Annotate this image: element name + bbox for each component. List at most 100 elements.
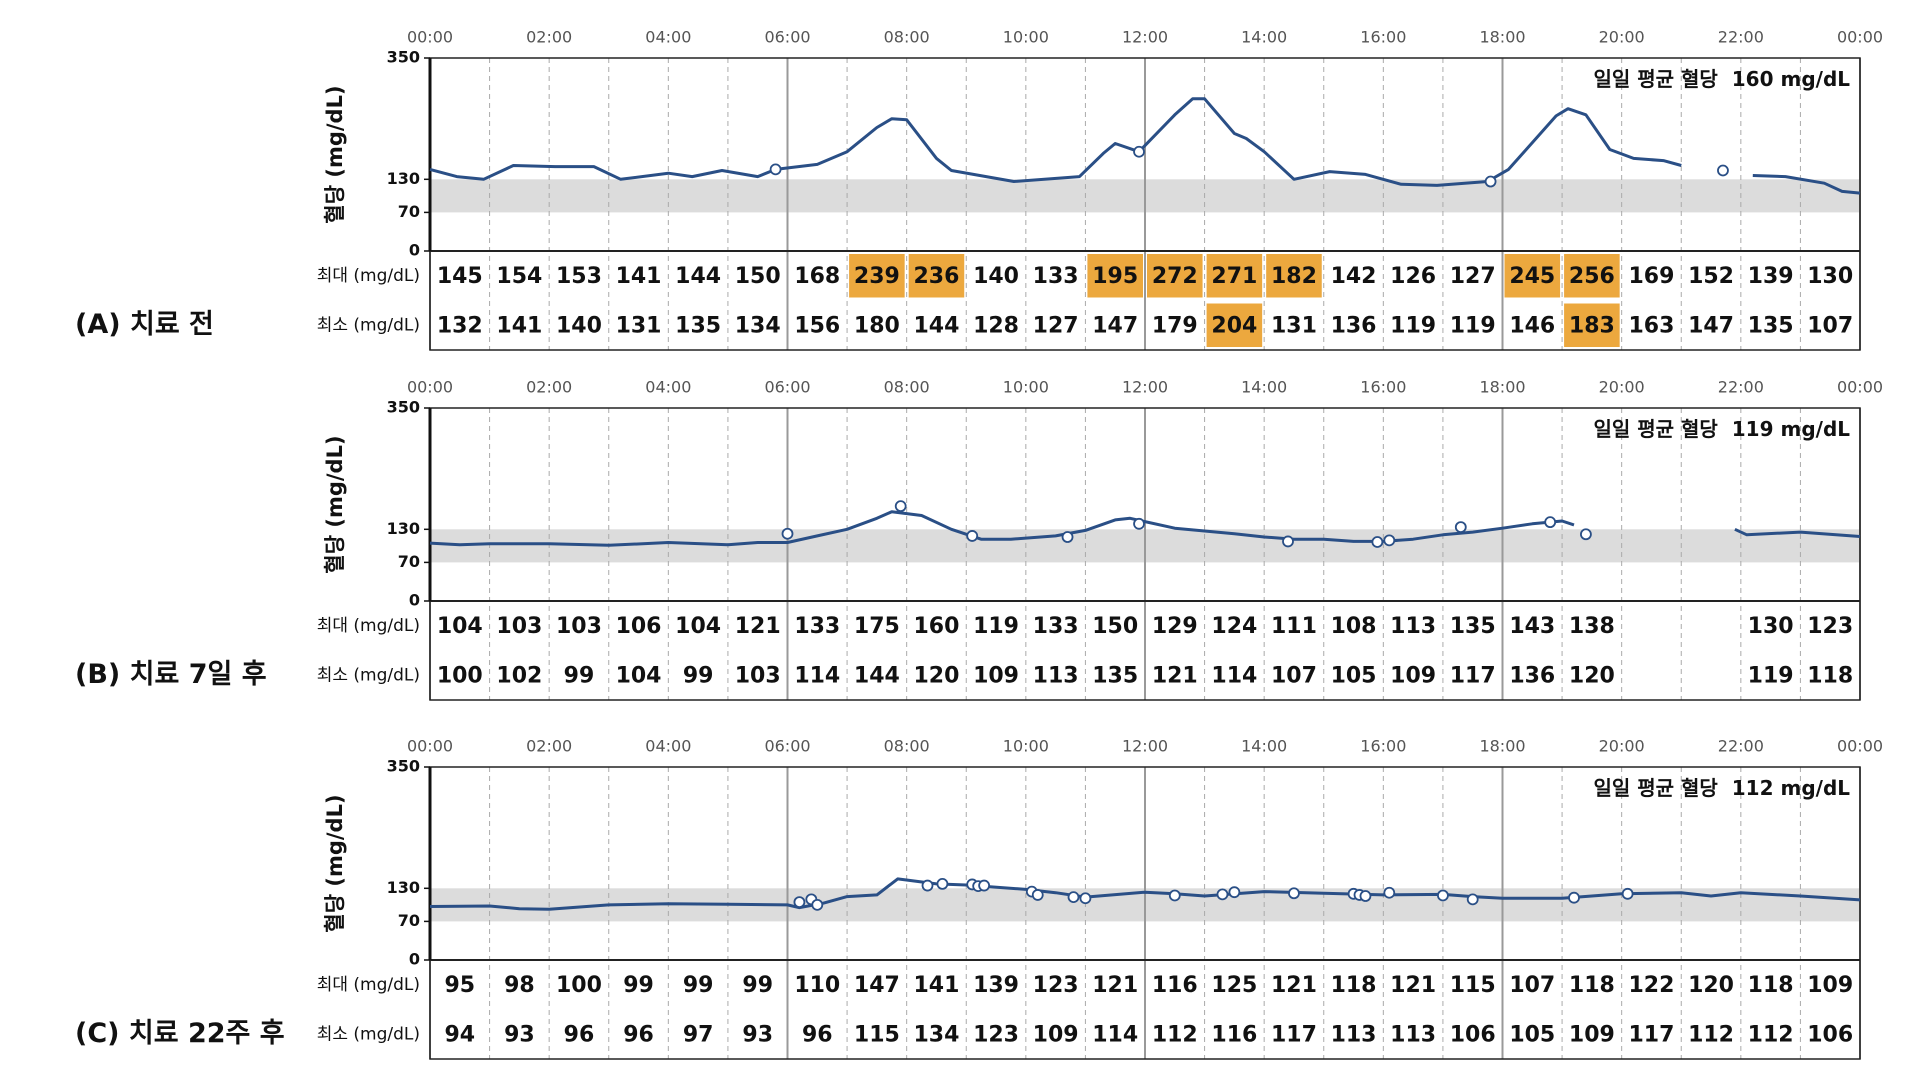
- x-tick-label: 02:00: [526, 737, 572, 756]
- table-cell: 133: [1033, 614, 1079, 639]
- y-axis-label: 혈당 (mg/dL): [323, 794, 347, 932]
- reading-point: [781, 527, 794, 540]
- table-cell: 144: [854, 663, 900, 688]
- table-cell: 107: [1271, 663, 1317, 688]
- table-cell: 195: [1092, 264, 1138, 289]
- table-cell: 114: [1092, 1022, 1138, 1047]
- table-cell: 115: [1450, 973, 1496, 998]
- x-tick-label: 22:00: [1718, 378, 1764, 397]
- table-cell: 106: [1450, 1022, 1496, 1047]
- table-cell: 122: [1628, 973, 1674, 998]
- table-cell: 106: [1807, 1022, 1853, 1047]
- table-cell: 135: [1450, 614, 1496, 639]
- table-cell: 98: [504, 973, 535, 998]
- x-tick-label: 16:00: [1360, 28, 1406, 47]
- x-tick-label: 04:00: [645, 737, 691, 756]
- daily-average: 일일 평균 혈당 112 mg/dL: [1593, 776, 1850, 800]
- reading-point: [1383, 534, 1396, 547]
- reading-point: [1484, 175, 1497, 188]
- table-cell: 139: [1748, 264, 1794, 289]
- table-cell: 145: [437, 264, 483, 289]
- reading-point: [1383, 886, 1396, 899]
- table-cell: 141: [913, 973, 959, 998]
- table-cell: 152: [1688, 264, 1734, 289]
- y-tick-label: 130: [387, 169, 420, 188]
- reading-point: [1580, 528, 1592, 541]
- daily-average: 일일 평균 혈당 119 mg/dL: [1593, 417, 1850, 441]
- table-cell: 124: [1211, 614, 1257, 639]
- table-cell: 103: [496, 614, 542, 639]
- table-cell: 135: [675, 313, 721, 338]
- y-tick-label: 350: [387, 757, 420, 776]
- table-cell: 96: [564, 1022, 595, 1047]
- average-value: 119 mg/dL: [1732, 417, 1850, 441]
- table-cell: 154: [496, 264, 542, 289]
- table-cell: 112: [1152, 1022, 1198, 1047]
- table-cell: 141: [616, 264, 662, 289]
- x-tick-label: 06:00: [764, 28, 810, 47]
- table-cell: 156: [794, 313, 840, 338]
- highlight-cell: [1266, 254, 1322, 298]
- x-tick-label: 20:00: [1599, 378, 1645, 397]
- x-tick-label: 12:00: [1122, 378, 1168, 397]
- reading-point: [936, 878, 949, 890]
- y-tick-label: 350: [387, 398, 420, 417]
- y-tick-label: 70: [398, 202, 420, 221]
- table-cell: 123: [973, 1022, 1019, 1047]
- x-tick-label: 02:00: [526, 378, 572, 397]
- table-cell: 109: [1569, 1022, 1615, 1047]
- table-cell: 109: [1807, 973, 1853, 998]
- row-label: 최대 (mg/dL): [317, 616, 420, 636]
- x-tick-label: 12:00: [1122, 28, 1168, 47]
- x-tick-label: 08:00: [884, 378, 930, 397]
- glucose-line: [429, 510, 1861, 547]
- table-cell: 105: [1509, 1022, 1555, 1047]
- y-axis-label: 혈당 (mg/dL): [323, 435, 347, 573]
- table-cell: 121: [735, 614, 781, 639]
- y-tick-label: 0: [409, 241, 420, 260]
- table-cell: 163: [1628, 313, 1674, 338]
- reading-point: [978, 879, 991, 892]
- table-cell: 99: [742, 973, 773, 998]
- table-cell: 131: [1271, 313, 1317, 338]
- table-cell: 93: [742, 1022, 773, 1047]
- table-cell: 97: [683, 1022, 714, 1047]
- table-cell: 99: [683, 663, 714, 688]
- table-cell: 204: [1211, 313, 1257, 338]
- x-tick-label: 00:00: [407, 737, 453, 756]
- reading-point: [1371, 536, 1384, 548]
- reading-point: [1359, 890, 1372, 902]
- table-cell: 147: [1688, 313, 1734, 338]
- x-tick-label: 10:00: [1003, 737, 1049, 756]
- table-cell: 103: [556, 614, 602, 639]
- table-cell: 138: [1569, 614, 1615, 639]
- table-cell: 119: [1450, 313, 1496, 338]
- y-tick-label: 130: [387, 519, 420, 538]
- x-tick-label: 02:00: [526, 28, 572, 47]
- x-tick-label: 04:00: [645, 378, 691, 397]
- table-cell: 139: [973, 973, 1019, 998]
- reading-point: [811, 898, 824, 911]
- table-cell: 168: [794, 264, 840, 289]
- x-tick-label: 00:00: [1837, 378, 1883, 397]
- reading-point: [921, 879, 934, 892]
- table-cell: 114: [1211, 663, 1257, 688]
- table-cell: 140: [973, 264, 1019, 289]
- reading-point: [793, 896, 806, 908]
- table-cell: 114: [794, 663, 840, 688]
- table-cell: 180: [854, 313, 900, 338]
- reading-point: [1067, 891, 1080, 904]
- table-cell: 133: [1033, 264, 1079, 289]
- table-cell: 118: [1569, 973, 1615, 998]
- table-cell: 99: [564, 663, 595, 688]
- x-tick-label: 16:00: [1360, 378, 1406, 397]
- reading-point: [1133, 145, 1145, 158]
- reading-point: [1133, 517, 1145, 530]
- table-cell: 110: [794, 973, 840, 998]
- table-cell: 115: [854, 1022, 900, 1047]
- table-cell: 107: [1509, 973, 1555, 998]
- table-cell: 146: [1509, 313, 1555, 338]
- x-tick-label: 20:00: [1599, 737, 1645, 756]
